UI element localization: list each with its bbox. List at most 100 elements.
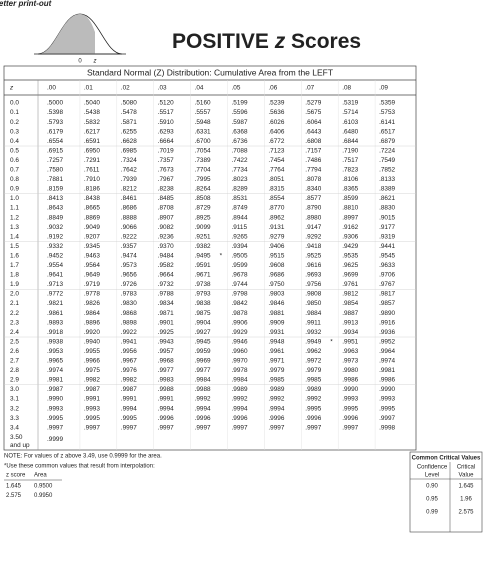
cell: .9938 <box>47 338 63 345</box>
cell: .9996 <box>342 415 358 422</box>
cell: .9976 <box>121 367 137 374</box>
cell: .9279 <box>268 233 284 240</box>
row-z: 0.1 <box>10 109 19 116</box>
cell: .9495 <box>195 252 211 259</box>
cell: .9732 <box>158 281 174 288</box>
row-z: 0.3 <box>10 128 19 135</box>
cell: .9962 <box>305 348 321 355</box>
cell: .9452 <box>47 252 63 259</box>
cell: .9997 <box>47 424 63 431</box>
cell: .9999 <box>47 436 63 443</box>
cell: .8962 <box>268 214 284 221</box>
cell: .9993 <box>342 396 358 403</box>
cell: .9441 <box>379 243 395 250</box>
critical-header: Value <box>459 473 475 479</box>
cell: .6141 <box>379 119 395 126</box>
cell: .8888 <box>121 214 137 221</box>
cell: .9991 <box>121 396 137 403</box>
cell: .9934 <box>342 329 358 336</box>
cell: .9979 <box>305 367 321 374</box>
cell: .9980 <box>342 367 358 374</box>
cell: .9990 <box>342 386 358 393</box>
column-header: .00 <box>47 85 56 92</box>
cell: .9505 <box>232 252 248 259</box>
cell: .9995 <box>305 405 321 412</box>
cell: .5040 <box>84 100 100 107</box>
cell: .9953 <box>47 348 63 355</box>
cell: .7673 <box>158 167 174 174</box>
cell: .6480 <box>342 128 358 135</box>
row-z: 2.1 <box>10 300 19 307</box>
cell: .5675 <box>305 109 321 116</box>
cell: .9115 <box>232 224 248 231</box>
cell: .9992 <box>268 396 284 403</box>
cell: .9996 <box>305 415 321 422</box>
cell: .9992 <box>195 396 211 403</box>
cell: .8554 <box>268 195 284 202</box>
cell: .9767 <box>379 281 395 288</box>
cell: .9625 <box>342 262 358 269</box>
cell: .9993 <box>84 405 100 412</box>
cell: .9251 <box>195 233 211 240</box>
cell: .9608 <box>268 262 284 269</box>
cell: .6950 <box>84 147 100 154</box>
cell: .8907 <box>158 214 174 221</box>
cell: .9633 <box>379 262 395 269</box>
cell: .8289 <box>232 186 248 193</box>
cell: .9997 <box>342 424 358 431</box>
title-part: Scores <box>285 30 361 53</box>
cell: .8078 <box>305 176 321 183</box>
cell: .9991 <box>158 396 174 403</box>
cell: .6844 <box>342 138 358 145</box>
cell: .6879 <box>379 138 395 145</box>
cell: .9981 <box>379 367 395 374</box>
cell: .6331 <box>195 128 211 135</box>
cell: .9881 <box>268 310 284 317</box>
cell: .8708 <box>158 205 174 212</box>
row-z: 2.9 <box>10 377 19 384</box>
cell: .9997 <box>84 424 100 431</box>
row-z: 1.2 <box>10 214 19 221</box>
cell: .9981 <box>47 377 63 384</box>
cell: .6628 <box>121 138 137 145</box>
cell: .7734 <box>232 167 248 174</box>
cell: .6664 <box>158 138 174 145</box>
cell: .9982 <box>121 377 137 384</box>
cell: .9868 <box>121 310 137 317</box>
cell: .9997 <box>232 424 248 431</box>
cell: .9761 <box>342 281 358 288</box>
row-z: 3.3 <box>10 415 19 422</box>
cell: .8023 <box>232 176 248 183</box>
cell: .9545 <box>379 252 395 259</box>
interp-cell: 0.9950 <box>34 493 53 499</box>
cell: .9996 <box>195 415 211 422</box>
interp-cell: 2.575 <box>6 493 22 499</box>
cell: .6736 <box>232 138 248 145</box>
row-z: 2.4 <box>10 329 19 336</box>
cell: .9066 <box>121 224 137 231</box>
cell: .9854 <box>342 300 358 307</box>
cell: .9998 <box>379 424 395 431</box>
cell: .9978 <box>232 367 248 374</box>
cell: .6064 <box>305 119 321 126</box>
column-header: .03 <box>158 85 167 92</box>
cell: .9778 <box>84 291 100 298</box>
cell: .9952 <box>379 338 395 345</box>
cell: .7517 <box>342 157 358 164</box>
cell: .7088 <box>232 147 248 154</box>
cell: .9971 <box>268 358 284 365</box>
row-z: 2.0 <box>10 291 19 298</box>
row-z: 0.0 <box>10 100 19 107</box>
cell: .9918 <box>47 329 63 336</box>
cell: .9830 <box>121 300 137 307</box>
cell: .9429 <box>342 243 358 250</box>
cell: .7357 <box>158 157 174 164</box>
cell: .8133 <box>379 176 395 183</box>
row-z: 1.4 <box>10 233 19 240</box>
cell: .9857 <box>379 300 395 307</box>
cell: .9236 <box>158 233 174 240</box>
cell: .9996 <box>232 415 248 422</box>
cell: .7054 <box>195 147 211 154</box>
cell: .7019 <box>158 147 174 154</box>
critical-cell: 0.99 <box>426 510 438 516</box>
